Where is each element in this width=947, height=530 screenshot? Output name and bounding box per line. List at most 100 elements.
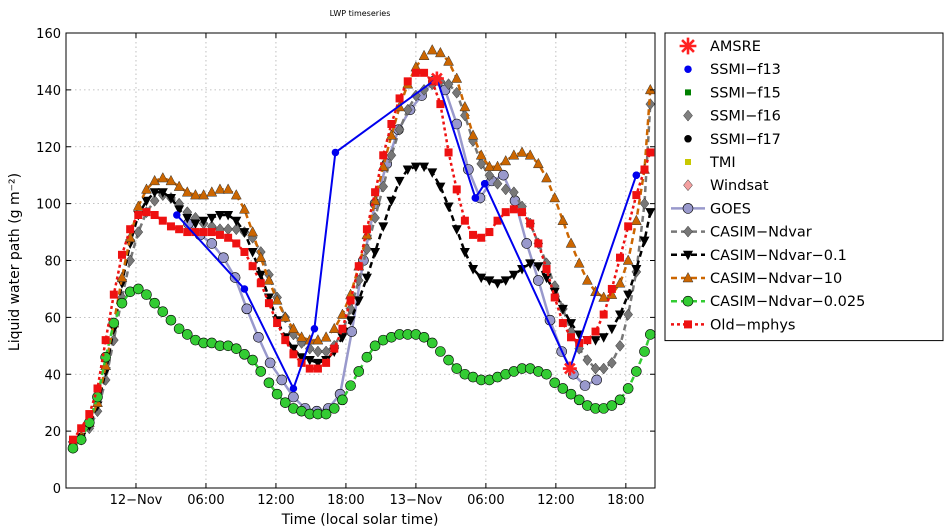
series-12-point <box>403 77 412 86</box>
series-10-point <box>271 294 283 305</box>
legend-marker <box>679 37 697 55</box>
legend-entry: Old−mphys <box>671 317 795 333</box>
series-9-point <box>598 333 609 343</box>
series-7-point <box>206 238 218 249</box>
series-12-point <box>632 191 641 200</box>
legend-entry: SSMI−f13 <box>684 62 781 78</box>
series-9-point <box>190 219 201 230</box>
series-9-point <box>255 270 266 281</box>
series-12-point <box>232 239 241 248</box>
series-11-point <box>116 297 128 309</box>
series-9-point <box>443 202 454 212</box>
asterisk-stroke <box>431 72 443 85</box>
series-9-point <box>370 247 381 258</box>
series-7-point <box>346 326 358 337</box>
series-12-point <box>264 299 273 308</box>
series-10-point <box>451 72 463 83</box>
legend-entry: TMI <box>685 155 736 171</box>
series-9-point <box>231 216 242 227</box>
y-tick-label: 40 <box>44 368 61 383</box>
y-tick-label: 60 <box>44 311 61 326</box>
series-12-point <box>199 228 208 237</box>
series-8-point <box>378 180 389 193</box>
series-12-point <box>395 94 404 103</box>
series-11-point <box>149 297 160 309</box>
series-9-point <box>615 310 626 321</box>
series-10-point <box>312 334 324 345</box>
series-10-point <box>434 46 446 58</box>
series-8-point <box>402 103 413 116</box>
series-10-point <box>157 171 169 183</box>
series-10-point <box>132 200 144 211</box>
legend-entry: CASIM−Ndvar <box>671 225 812 241</box>
series-12-point <box>616 253 625 262</box>
series-12-point <box>509 205 518 214</box>
legend-label: CASIM−Ndvar−0.025 <box>710 294 865 310</box>
series-12-point <box>477 233 486 242</box>
series-9-point <box>500 276 511 286</box>
series-12-point <box>346 296 355 305</box>
series-12-point <box>607 284 616 293</box>
series-12-point <box>68 435 77 444</box>
series-10-group <box>67 44 656 450</box>
series-8-point <box>590 362 601 375</box>
series-12-point <box>101 336 110 345</box>
legend-entry: AMSRE <box>679 37 761 55</box>
series-11-point <box>157 306 169 317</box>
series-10-point <box>288 322 299 333</box>
series-12-point <box>354 262 363 271</box>
series-12-point <box>583 336 592 345</box>
series-11-point <box>418 331 430 343</box>
series-11-point <box>247 354 258 366</box>
axis-layer: 0 20 40 60 80 100 120 140 160 12−Nov 06:00 12:00 18:… <box>36 27 655 508</box>
series-11-point <box>108 317 120 329</box>
y-tick-label: 100 <box>36 198 61 213</box>
series-9-point <box>394 176 405 187</box>
series-9-point <box>198 216 209 227</box>
x-tick-label: 06:00 <box>467 493 504 508</box>
series-11-point <box>279 397 291 408</box>
legend-entry: SSMI−f15 <box>685 85 781 101</box>
series-9-point <box>223 211 234 221</box>
series-10-point <box>426 44 438 55</box>
series-9-point <box>304 356 315 366</box>
series-1-point <box>480 179 489 188</box>
series-12-point <box>240 247 249 256</box>
series-12-point <box>599 310 608 319</box>
series-12-point <box>624 222 633 231</box>
legend-entry: GOES <box>671 201 751 217</box>
series-9-point <box>402 165 413 175</box>
y-tick-label: 160 <box>36 27 61 42</box>
legend-label: CASIM−Ndvar−0.1 <box>710 248 847 264</box>
series-10-point <box>532 157 544 169</box>
series-11-point <box>622 383 634 394</box>
series-10-point <box>581 274 593 285</box>
series-10-point <box>181 186 193 197</box>
series-12-point <box>207 228 216 237</box>
series-12-point <box>646 148 655 157</box>
series-10-point <box>500 154 512 166</box>
series-10-point <box>622 254 634 265</box>
series-11-point <box>141 289 152 300</box>
series-11-point <box>345 380 356 391</box>
x-tick-label: 18:00 <box>607 493 644 508</box>
series-8-point <box>509 186 519 199</box>
series-11-point <box>426 337 438 349</box>
series-8-point <box>313 345 323 358</box>
series-10-point <box>524 149 536 160</box>
series-10-point <box>644 83 656 95</box>
obs-point <box>173 211 181 219</box>
series-12-point <box>142 208 151 217</box>
series-12-point <box>485 228 494 237</box>
series-12-point <box>77 424 86 433</box>
series-10-point <box>263 274 275 285</box>
series-9-point <box>459 247 470 258</box>
x-tick-label: 12:00 <box>537 493 574 508</box>
series-7-point <box>521 238 533 249</box>
series-12-point <box>248 262 257 271</box>
series-11-point <box>181 329 193 340</box>
series-9-point <box>149 188 160 198</box>
series-1-point <box>471 194 480 202</box>
series-9-point <box>337 333 348 343</box>
series-8-point <box>484 169 495 182</box>
